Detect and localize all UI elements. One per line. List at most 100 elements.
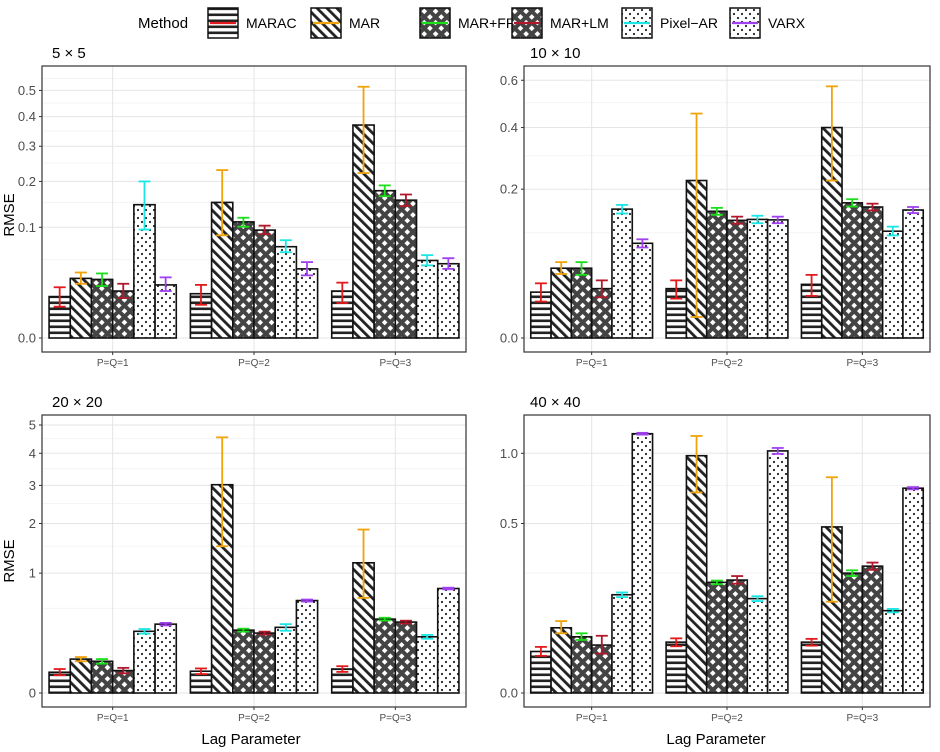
bar-pixel-ar-2 (274, 245, 298, 339)
y-tick-label: 0.5 (18, 83, 36, 98)
y-tick-label: 0.3 (18, 139, 36, 154)
bar-mar-1 (550, 626, 573, 694)
y-tick-label: 0.4 (500, 120, 518, 135)
bar-pixel-ar-3 (415, 259, 439, 339)
error-bar (301, 261, 313, 277)
legend-item: Pixel−AR (621, 7, 718, 39)
error-bar (216, 169, 229, 237)
error-bar (279, 239, 292, 254)
legend-label: MAR+LM (550, 15, 609, 31)
y-tick-label: 1 (29, 566, 36, 581)
error-bar (301, 598, 313, 603)
bar-mar-1 (69, 658, 93, 694)
y-tick-label: 1.0 (500, 446, 518, 461)
error-bar (96, 658, 109, 665)
bar-varx-1 (631, 432, 654, 694)
panel-1: 5 × 5 RMSE 0.0 0.1 0.2 0.3 0.4 0.5 P=Q=1 P=Q=2 P=Q… (1, 45, 467, 369)
y-tick-label: 0.0 (500, 331, 518, 346)
bar-pixel-ar-2 (274, 626, 298, 694)
bar-mar-1 (69, 277, 93, 339)
y-tick-label: 0.2 (18, 174, 36, 189)
x-tick-label: P=Q=1 (576, 358, 608, 369)
error-bar (866, 202, 879, 212)
x-tick-label: P=Q=2 (711, 358, 743, 369)
x-tick-label: P=Q=2 (711, 713, 743, 724)
error-bar (96, 272, 109, 287)
bar-varx-2 (295, 268, 319, 339)
error-bar (710, 206, 723, 216)
bar-varx-1 (154, 623, 178, 694)
legend-label: VARX (768, 15, 806, 31)
error-bar (731, 575, 744, 585)
y-tick-label: 2 (29, 516, 36, 531)
error-bar (399, 619, 412, 625)
bar-mar-frc-3 (841, 572, 864, 694)
x-tick-label: P=Q=3 (379, 358, 411, 369)
error-bar (825, 476, 838, 603)
error-bar (195, 667, 207, 675)
error-bar (336, 665, 349, 673)
panel-title: 5 × 5 (52, 45, 86, 62)
legend-title: Method (138, 15, 188, 32)
bar-pixel-ar-1 (611, 208, 634, 339)
error-bar (117, 282, 130, 299)
bar-pixel-ar-2 (746, 597, 769, 694)
x-tick-label: P=Q=2 (238, 713, 270, 724)
legend-item: MAR+FRC (419, 7, 526, 39)
y-tick-label: 0.0 (500, 686, 518, 701)
y-tick-label: 0.2 (500, 182, 518, 197)
error-bar (846, 198, 859, 208)
error-bar (731, 215, 744, 225)
error-bar (53, 668, 66, 677)
x-tick-label: P=Q=3 (846, 713, 878, 724)
legend: Method MARAC MAR MAR+FRC MAR+LM Pixel−AR VARX (138, 7, 806, 39)
error-bar (279, 623, 292, 632)
bar-pixel-ar-3 (881, 609, 904, 694)
y-tick-label: 4 (29, 446, 36, 461)
y-axis-label: RMSE (1, 539, 18, 582)
bar-varx-3 (436, 587, 460, 694)
bar-pixel-ar-2 (746, 218, 769, 339)
error-bar (258, 630, 271, 636)
error-bar (74, 656, 87, 663)
error-bar (805, 273, 818, 297)
bar-varx-2 (295, 599, 319, 694)
bar-mar-frc-3 (841, 202, 864, 339)
bar-mar-lm-2 (726, 579, 749, 694)
panel-border (523, 65, 931, 353)
legend-label: Pixel−AR (660, 15, 718, 31)
error-bar (442, 257, 455, 270)
error-bar (159, 276, 172, 292)
error-bar (399, 193, 412, 207)
error-bar (357, 528, 370, 599)
error-bar (886, 608, 899, 614)
legend-item: MARAC (207, 7, 297, 39)
bar-mar-lm-3 (394, 199, 418, 339)
error-bar (555, 620, 568, 635)
y-tick-label: 5 (29, 418, 36, 433)
panel-title: 10 × 10 (530, 45, 580, 62)
error-bar (805, 637, 818, 647)
x-tick-label: P=Q=1 (97, 713, 129, 724)
bar-mar-lm-2 (253, 632, 277, 694)
bar-mar-lm-3 (861, 565, 884, 694)
error-bar (825, 85, 838, 182)
y-tick-label: 0.4 (18, 109, 36, 124)
bar-mar-frc-2 (232, 629, 255, 694)
error-bar (258, 224, 271, 236)
panel-4: 40 × 40 0.0 0.5 1.0 P=Q=1 P=Q=2 P=Q=3 (500, 394, 931, 724)
y-tick-label: 0 (29, 686, 36, 701)
error-bar (159, 622, 172, 627)
error-bar (636, 431, 649, 436)
error-bar (886, 225, 899, 237)
bar-pixel-ar-3 (415, 635, 439, 694)
bar-marac-2 (665, 641, 688, 694)
x-tick-label: P=Q=3 (379, 713, 411, 724)
y-tick-label: 0.0 (18, 331, 36, 346)
bar-mar-frc-1 (570, 635, 593, 694)
bar-mar-frc-1 (90, 278, 114, 339)
error-bar (771, 215, 784, 225)
error-bar (595, 634, 608, 655)
y-tick-label: 0.6 (500, 73, 518, 88)
bar-marac-3 (800, 641, 823, 694)
